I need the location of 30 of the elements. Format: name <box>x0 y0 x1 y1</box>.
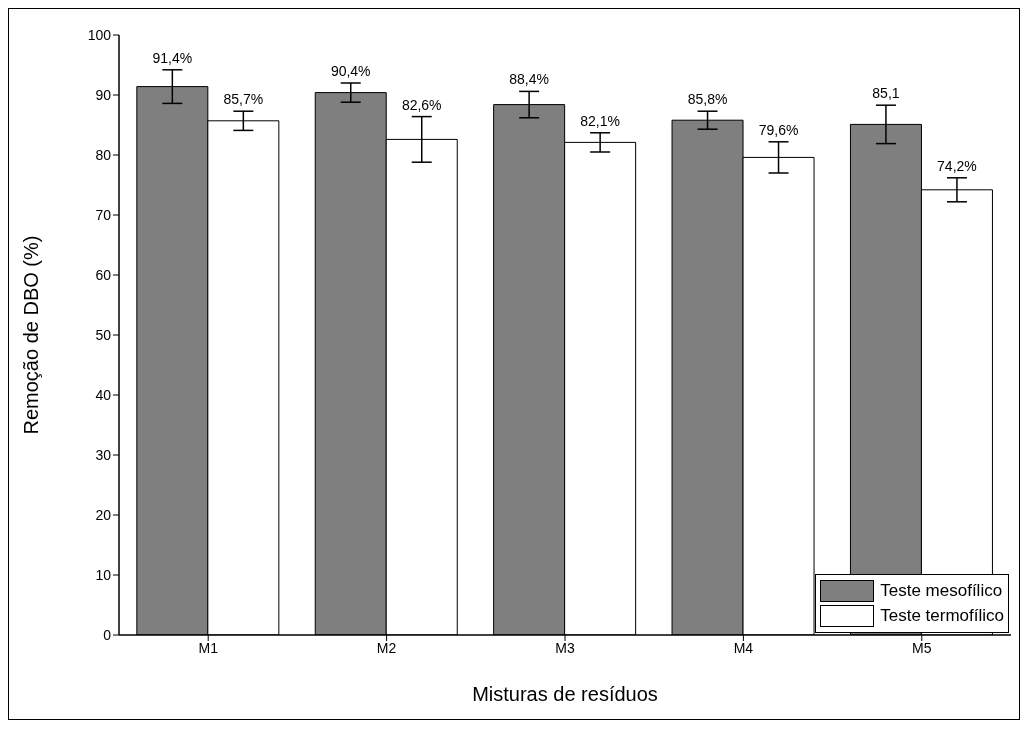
x-tick-label: M1 <box>198 639 219 656</box>
y-tick-label: 100 <box>87 26 112 43</box>
legend-label: Teste termofílico <box>880 606 1004 626</box>
y-tick-label: 10 <box>95 566 112 583</box>
x-tick-label: M3 <box>555 639 575 656</box>
data-label: 79,6% <box>758 121 799 138</box>
y-tick-label: 20 <box>95 506 112 523</box>
data-label: 82,6% <box>401 96 442 113</box>
data-label: 74,2% <box>937 157 977 174</box>
data-label: 88,4% <box>509 71 549 88</box>
y-axis-title: Remoção de DBO (%) <box>20 235 43 435</box>
y-tick-label: 50 <box>95 326 112 343</box>
y-tick-label: 60 <box>95 266 112 283</box>
x-tick-label: M2 <box>376 639 397 656</box>
y-tick-label: 70 <box>95 206 112 223</box>
data-label: 91,4% <box>152 49 193 66</box>
y-tick-label: 0 <box>103 626 112 643</box>
y-tick-label: 30 <box>95 446 112 463</box>
x-axis-title: Misturas de resíduos <box>472 683 658 705</box>
data-label: 90,4% <box>330 63 371 79</box>
y-tick-label: 90 <box>95 86 112 103</box>
data-label: 85,8% <box>687 91 728 108</box>
x-tick-label: M4 <box>733 639 754 656</box>
y-tick-label: 40 <box>95 386 112 403</box>
data-label: 85,7% <box>223 91 264 108</box>
data-label: 82,1% <box>580 112 620 129</box>
x-tick-label: M5 <box>912 639 932 656</box>
data-label: 85,1 <box>872 85 900 102</box>
legend-label: Teste mesofílico <box>880 581 1003 601</box>
y-tick-label: 80 <box>95 146 112 163</box>
